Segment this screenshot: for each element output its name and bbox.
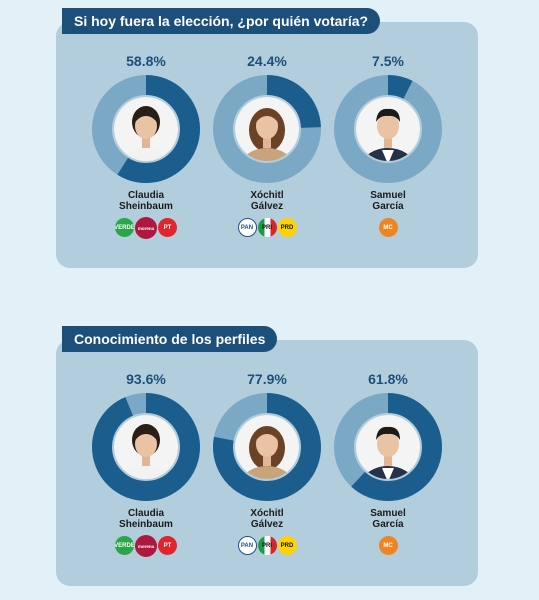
party-logos: MC xyxy=(318,218,458,237)
candidate-name: Samuel García xyxy=(318,190,458,212)
donut-value-segment xyxy=(334,393,442,501)
pvem-logo-icon: VERDE xyxy=(115,218,134,237)
data-label: 58.8% xyxy=(126,53,166,69)
candidate-column: 61.8% Samuel García MC xyxy=(318,370,458,555)
donut-chart xyxy=(92,75,200,183)
data-label: 7.5% xyxy=(372,53,404,69)
donut-value-segment xyxy=(213,393,321,501)
party-logos: VERDE morena PT xyxy=(76,217,216,239)
donut-value-segment xyxy=(213,75,321,183)
data-label: 77.9% xyxy=(247,371,287,387)
candidate-name: Xóchitl Gálvez xyxy=(197,190,337,212)
donut-chart xyxy=(334,393,442,501)
candidate-last-name: García xyxy=(372,201,404,212)
candidate-photo xyxy=(114,97,178,161)
candidate-photo xyxy=(235,415,299,479)
candidate-name: Samuel García xyxy=(318,508,458,530)
candidate-name: Xóchitl Gálvez xyxy=(197,508,337,530)
candidate-name: Claudia Sheinbaum xyxy=(76,190,216,212)
pt-logo-icon: PT xyxy=(158,218,177,237)
candidate-last-name: Gálvez xyxy=(250,519,284,530)
pri-logo-icon: PRI xyxy=(257,218,277,237)
vote-intention-panel: Si hoy fuera la elección, ¿por quién vot… xyxy=(56,8,478,268)
pri-logo-icon: PRI xyxy=(257,536,277,555)
candidate-photo xyxy=(356,97,420,161)
panel-title: Conocimiento de los perfiles xyxy=(62,326,278,352)
candidate-column: 58.8% Claudia Sheinbaum VERDE morena PT xyxy=(76,52,216,239)
data-label: 24.4% xyxy=(247,53,287,69)
data-label: 93.6% xyxy=(126,371,166,387)
candidate-photo xyxy=(235,97,299,161)
donut-chart xyxy=(334,75,442,183)
pan-logo-icon: PAN xyxy=(237,218,257,237)
donut-chart xyxy=(213,393,321,501)
pan-logo-icon: PAN xyxy=(237,536,257,555)
candidate-first-name: Claudia xyxy=(127,190,165,201)
pt-logo-icon: PT xyxy=(158,536,177,555)
morena-logo-icon: morena xyxy=(135,217,157,239)
morena-logo-icon: morena xyxy=(135,535,157,557)
donut-value-segment xyxy=(92,393,200,501)
pvem-logo-icon: VERDE xyxy=(115,536,134,555)
panel-title: Si hoy fuera la elección, ¿por quién vot… xyxy=(62,8,381,34)
data-label: 61.8% xyxy=(368,371,408,387)
party-logos: PAN PRI PRD xyxy=(197,218,337,237)
candidate-first-name: Samuel xyxy=(370,190,406,201)
candidate-name: Claudia Sheinbaum xyxy=(76,508,216,530)
profile-awareness-panel: Conocimiento de los perfiles 93.6% Claudi… xyxy=(56,326,478,586)
party-logos: MC xyxy=(318,536,458,555)
candidate-first-name: Xóchitl xyxy=(250,508,284,519)
party-logos: VERDE morena PT xyxy=(76,535,216,557)
donut-chart xyxy=(92,393,200,501)
donut-value-segment xyxy=(92,75,200,183)
prd-logo-icon: PRD xyxy=(277,536,297,555)
candidate-column: 7.5% Samuel García MC xyxy=(318,52,458,237)
candidate-last-name: Sheinbaum xyxy=(119,201,173,212)
mc-logo-icon: MC xyxy=(378,218,398,237)
donut-value-segment xyxy=(334,75,442,183)
candidate-column: 93.6% Claudia Sheinbaum VERDE morena PT xyxy=(76,370,216,557)
mc-logo-icon: MC xyxy=(378,536,398,555)
candidate-column: 24.4% Xóchitl Gálvez PAN PRI PRD xyxy=(197,52,337,237)
candidate-last-name: García xyxy=(372,519,404,530)
donut-chart xyxy=(213,75,321,183)
candidate-last-name: Gálvez xyxy=(250,201,284,212)
party-logos: PAN PRI PRD xyxy=(197,536,337,555)
candidate-photo xyxy=(356,415,420,479)
prd-logo-icon: PRD xyxy=(277,218,297,237)
candidate-first-name: Claudia xyxy=(127,508,165,519)
candidate-first-name: Xóchitl xyxy=(250,190,284,201)
candidate-photo xyxy=(114,415,178,479)
candidate-column: 77.9% Xóchitl Gálvez PAN PRI PRD xyxy=(197,370,337,555)
candidate-last-name: Sheinbaum xyxy=(119,519,173,530)
candidate-first-name: Samuel xyxy=(370,508,406,519)
